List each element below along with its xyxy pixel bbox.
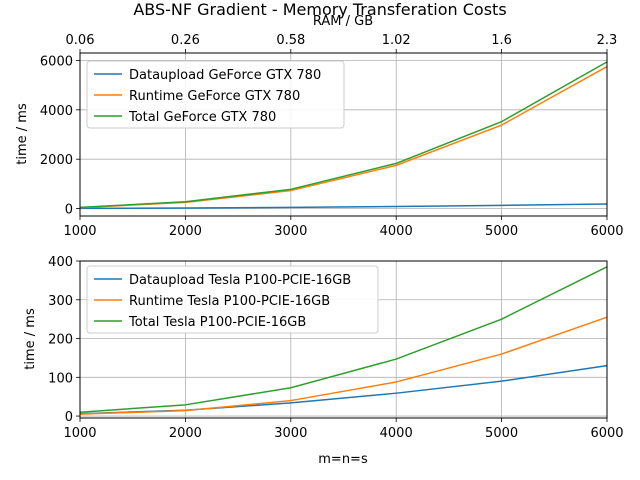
chart-top: 1000 2000 3000 4000 5000 6000 0 2000 4000 6000 0… (15, 14, 624, 239)
top-legend-label-3: Total GeForce GTX 780 (128, 110, 276, 125)
top-series-lines (79, 61, 608, 210)
bottom-x-tick-label: 1000 (63, 426, 96, 441)
top-secondary-x-label: RAM / GB (313, 14, 373, 29)
top-secondary-x-tick-label: 0.58 (276, 33, 305, 48)
bottom-legend-box (86, 265, 379, 334)
top-plot-frame (79, 52, 608, 217)
top-x-tick-label: 1000 (63, 224, 96, 239)
top-y-tick-label: 2000 (40, 153, 73, 168)
top-secondary-x-tick-label: 2.3 (597, 33, 618, 48)
bottom-series-line-3 (79, 266, 608, 413)
bottom-x-tick-label: 3000 (274, 426, 307, 441)
bottom-y-axis-label: time / ms (23, 308, 38, 370)
top-x-ticks: 1000 2000 3000 4000 5000 6000 (63, 216, 624, 239)
top-legend-box (86, 60, 345, 129)
bottom-x-tick-label: 5000 (485, 426, 518, 441)
bottom-x-tick-label: 2000 (169, 426, 202, 441)
bottom-legend-label-1: Dataupload Tesla P100-PCIE-16GB (129, 273, 351, 288)
bottom-legend-label-3: Total Tesla P100-PCIE-16GB (128, 315, 306, 330)
chart-bottom: 1000 2000 3000 4000 5000 6000 0 100 200 300 400 m… (23, 255, 624, 467)
figure-title: ABS-NF Gradient - Memory Transferation C… (133, 0, 506, 19)
top-series-line-3 (79, 61, 608, 209)
top-x-tick-label: 4000 (380, 224, 413, 239)
top-secondary-x-ticks: 0.06 0.26 0.58 1.02 1.6 2.3 (66, 33, 618, 53)
top-y-tick-label: 6000 (40, 54, 73, 69)
top-series-line-1 (79, 203, 608, 210)
bottom-y-tick-label: 200 (48, 333, 73, 348)
bottom-y-ticks: 0 100 200 300 400 (48, 255, 80, 425)
bottom-plot-frame (79, 260, 608, 419)
top-secondary-x-tick-label: 1.6 (491, 33, 512, 48)
top-secondary-x-tick-label: 1.02 (382, 33, 411, 48)
top-x-tick-label: 3000 (274, 224, 307, 239)
bottom-series-lines (79, 266, 608, 415)
top-secondary-x-tick-label: 0.26 (171, 33, 200, 48)
top-legend-label-2: Runtime GeForce GTX 780 (129, 89, 300, 104)
top-y-tick-label: 4000 (40, 104, 73, 119)
bottom-y-tick-label: 0 (65, 410, 73, 425)
top-secondary-x-tick-label: 0.06 (66, 33, 95, 48)
top-x-tick-label: 2000 (169, 224, 202, 239)
bottom-legend: Dataupload Tesla P100-PCIE-16GB Runtime T… (86, 265, 379, 334)
top-x-tick-label: 6000 (590, 224, 623, 239)
top-y-ticks: 0 2000 4000 6000 (40, 54, 80, 218)
bottom-y-tick-label: 300 (48, 294, 73, 309)
bottom-x-tick-label: 4000 (380, 426, 413, 441)
top-legend-label-1: Dataupload GeForce GTX 780 (129, 68, 321, 83)
bottom-series-line-2 (79, 316, 608, 415)
top-x-tick-label: 5000 (485, 224, 518, 239)
bottom-y-tick-label: 400 (48, 255, 73, 270)
bottom-legend-label-2: Runtime Tesla P100-PCIE-16GB (129, 294, 330, 309)
bottom-x-tick-label: 6000 (590, 426, 623, 441)
top-legend: Dataupload GeForce GTX 780 Runtime GeForc… (86, 60, 345, 129)
bottom-x-axis-label: m=n=s (318, 452, 368, 467)
top-y-tick-label: 0 (65, 203, 73, 218)
bottom-y-tick-label: 100 (48, 371, 73, 386)
top-y-axis-label: time / ms (15, 103, 30, 165)
bottom-x-ticks: 1000 2000 3000 4000 5000 6000 (63, 418, 624, 441)
